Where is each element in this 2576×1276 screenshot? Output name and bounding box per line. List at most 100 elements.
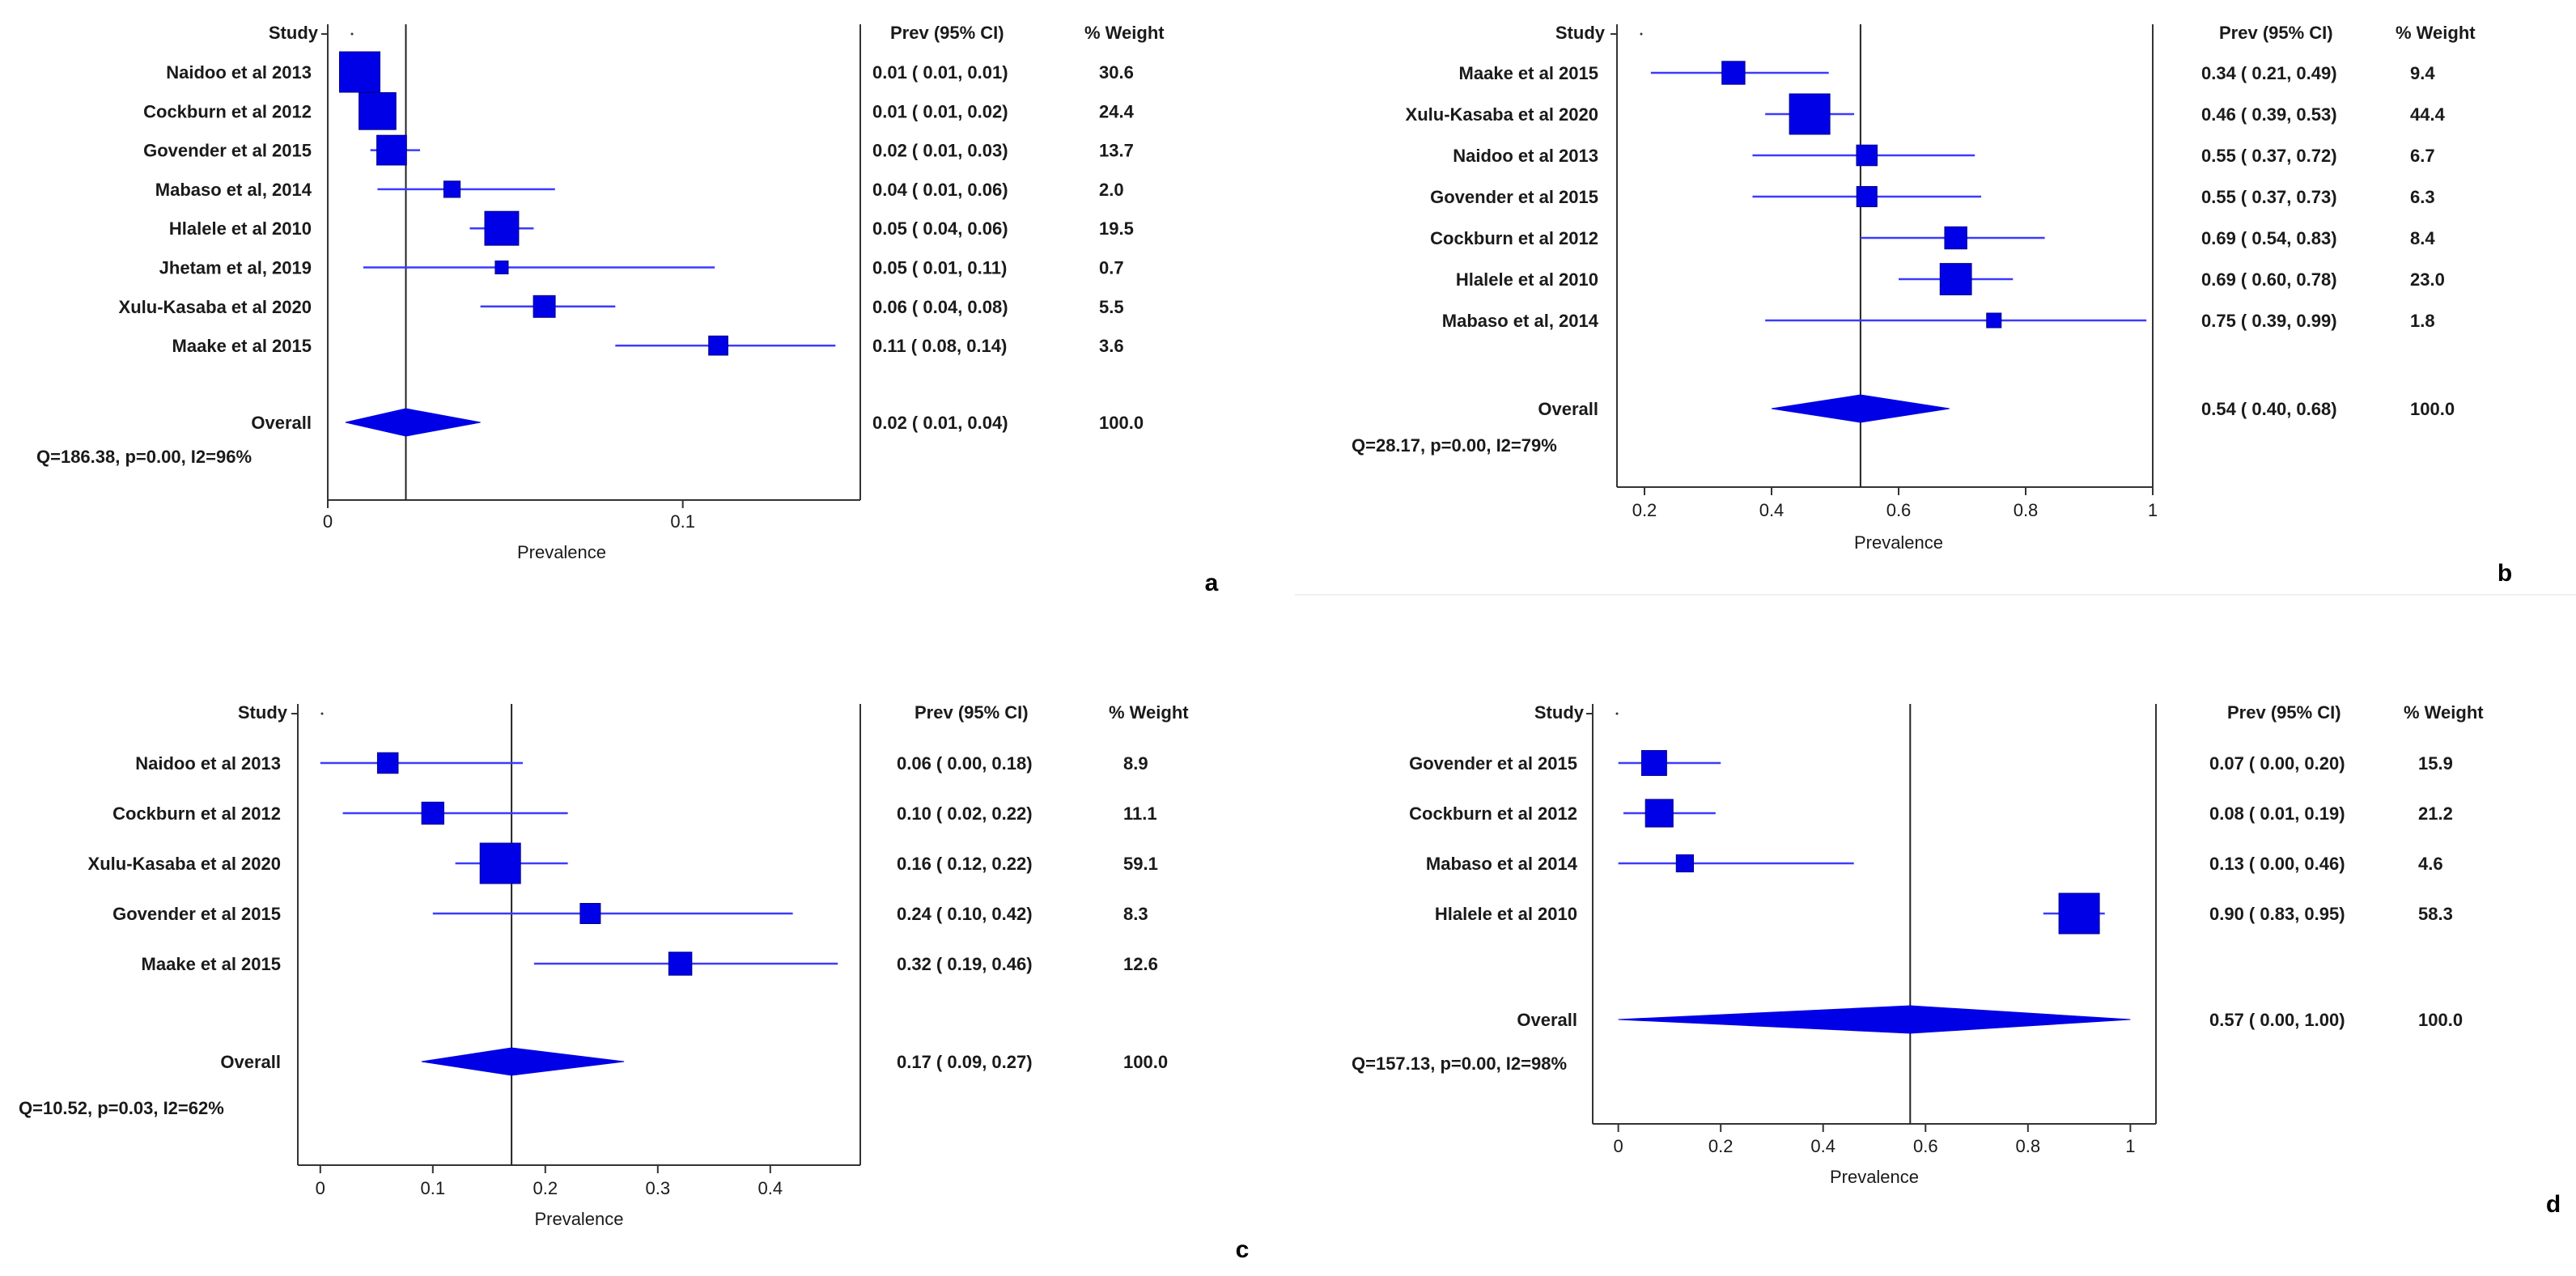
estimate-marker	[1640, 750, 1667, 776]
estimate-marker	[533, 295, 556, 318]
estimate-marker	[1675, 854, 1695, 873]
x-tick-label: 0	[316, 1178, 325, 1198]
study-row: Xulu-Kasaba et al 2020 0.16 ( 0.12, 0.22)…	[88, 842, 1158, 884]
study-row: Cockburn et al 2012 0.69 ( 0.54, 0.83) 8.4	[1430, 226, 2435, 250]
study-row: Hlalele et al 2010 0.69 ( 0.60, 0.78) 23.0	[1456, 263, 2445, 295]
prev-ci-text: 0.32 ( 0.19, 0.46)	[897, 954, 1033, 974]
x-axis-title: Prevalence	[534, 1209, 623, 1229]
prev-ci-text: 0.05 ( 0.01, 0.11)	[872, 258, 1007, 278]
study-name: Cockburn et al 2012	[1409, 803, 1577, 824]
estimate-marker	[376, 134, 407, 166]
study-name: Maake et al 2015	[1459, 63, 1598, 83]
weight-text: 8.9	[1123, 753, 1148, 774]
study-name: Mabaso et al 2014	[1426, 854, 1578, 874]
study-row: Naidoo et al 2013 0.55 ( 0.37, 0.72) 6.7	[1453, 144, 2435, 167]
weight-text: 12.6	[1123, 954, 1158, 974]
study-name: Govender et al 2015	[1409, 753, 1577, 774]
study-name: Govender et al 2015	[143, 141, 312, 161]
panel-letter-d: d	[2546, 1191, 2561, 1218]
study-row: Cockburn et al 2012 0.08 ( 0.01, 0.19) 21.…	[1409, 799, 2453, 828]
prev-ci-text: 0.69 ( 0.60, 0.78)	[2201, 269, 2337, 290]
header-dot	[350, 32, 354, 36]
prev-ci-text: 0.06 ( 0.04, 0.08)	[872, 297, 1008, 317]
study-row: Naidoo et al 2013 0.06 ( 0.00, 0.18) 8.9	[135, 752, 1148, 774]
prev-ci-text: 0.08 ( 0.01, 0.19)	[2209, 803, 2345, 824]
prev-ci-text: 0.46 ( 0.39, 0.53)	[2201, 104, 2337, 125]
x-axis-title: Prevalence	[1830, 1167, 1919, 1187]
overall-label: Overall	[251, 413, 312, 433]
study-name: Govender et al 2015	[112, 904, 281, 924]
prev-ci-text: 0.11 ( 0.08, 0.14)	[872, 336, 1007, 356]
prev-ci-text: 0.69 ( 0.54, 0.83)	[2201, 228, 2337, 248]
overall-diamond	[1618, 1005, 2131, 1034]
prev-ci-text: 0.10 ( 0.02, 0.22)	[897, 803, 1033, 824]
estimate-marker	[1856, 144, 1878, 167]
panel-letter-b: b	[2497, 560, 2512, 587]
heterogeneity-stats: Q=10.52, p=0.03, I2=62%	[19, 1098, 224, 1118]
header-prev-ci: Prev (95% CI)	[890, 23, 1004, 43]
prev-ci-text: 0.55 ( 0.37, 0.72)	[2201, 146, 2337, 166]
header-weight: % Weight	[2404, 702, 2484, 723]
overall-prev-ci-text: 0.54 ( 0.40, 0.68)	[2201, 399, 2337, 419]
header-weight: % Weight	[1109, 702, 1189, 723]
header-study: Study	[269, 23, 319, 43]
x-tick-label: 0.2	[1708, 1136, 1734, 1156]
weight-text: 11.1	[1123, 803, 1157, 824]
overall-diamond	[421, 1047, 625, 1076]
forest-plot-panel-a: Study Prev (95% CI) % Weight 0 0.1 Prevalence…	[36, 23, 1219, 596]
study-name: Naidoo et al 2013	[166, 62, 312, 83]
prev-ci-text: 0.01 ( 0.01, 0.01)	[872, 62, 1008, 83]
study-name: Xulu-Kasaba et al 2020	[119, 297, 312, 317]
study-row: Mabaso et al 2014 0.13 ( 0.00, 0.46) 4.6	[1426, 854, 2443, 874]
overall-label: Overall	[1517, 1010, 1577, 1030]
prev-ci-text: 0.24 ( 0.10, 0.42)	[897, 904, 1033, 924]
study-name: Cockburn et al 2012	[143, 101, 312, 121]
estimate-marker	[708, 335, 728, 356]
x-tick-label: 0	[323, 511, 333, 532]
weight-text: 19.5	[1099, 218, 1134, 239]
overall-prev-ci-text: 0.57 ( 0.00, 1.00)	[2209, 1010, 2345, 1030]
weight-text: 58.3	[2418, 904, 2453, 924]
estimate-marker	[1944, 226, 1967, 250]
prev-ci-text: 0.05 ( 0.04, 0.06)	[872, 218, 1008, 239]
weight-text: 23.0	[2410, 269, 2445, 290]
overall-prev-ci-text: 0.02 ( 0.01, 0.04)	[872, 413, 1008, 433]
estimate-marker	[1789, 93, 1831, 135]
weight-text: 24.4	[1099, 101, 1135, 121]
study-name: Xulu-Kasaba et al 2020	[1406, 104, 1598, 125]
prev-ci-text: 0.02 ( 0.01, 0.03)	[872, 141, 1008, 161]
study-row: Naidoo et al 2013 0.01 ( 0.01, 0.01) 30.6	[166, 51, 1134, 93]
estimate-marker	[338, 51, 380, 93]
estimate-marker	[1644, 799, 1674, 828]
header-dot	[320, 712, 324, 715]
x-tick-label: 1	[2125, 1136, 2135, 1156]
study-row: Maake et al 2015 0.34 ( 0.21, 0.49) 9.4	[1459, 61, 2435, 85]
panel-letter-a: a	[1205, 570, 1219, 596]
x-tick-label: 0.6	[1913, 1136, 1938, 1156]
weight-text: 59.1	[1123, 854, 1158, 874]
weight-text: 2.0	[1099, 180, 1124, 200]
estimate-marker	[443, 180, 461, 198]
prev-ci-text: 0.01 ( 0.01, 0.02)	[872, 101, 1008, 121]
weight-text: 3.6	[1099, 336, 1124, 356]
weight-text: 4.6	[2418, 854, 2443, 874]
header-prev-ci: Prev (95% CI)	[2227, 702, 2341, 723]
weight-text: 15.9	[2418, 753, 2453, 774]
x-tick-label: 0.3	[646, 1178, 671, 1198]
study-row: Govender et al 2015 0.24 ( 0.10, 0.42) 8.3	[112, 903, 1148, 924]
x-axis-title: Prevalence	[517, 542, 606, 562]
study-row: Mabaso et al, 2014 0.04 ( 0.01, 0.06) 2.0	[155, 180, 1124, 200]
study-row: Xulu-Kasaba et al 2020 0.06 ( 0.04, 0.08)…	[119, 295, 1124, 318]
panel-letter-c: c	[1236, 1236, 1250, 1263]
study-name: Maake et al 2015	[172, 336, 312, 356]
heterogeneity-stats: Q=186.38, p=0.00, I2=96%	[36, 447, 252, 467]
study-row: Hlalele et al 2010 0.90 ( 0.83, 0.95) 58.3	[1435, 892, 2453, 935]
x-tick-label: 0	[1614, 1136, 1623, 1156]
study-row: Jhetam et al, 2019 0.05 ( 0.01, 0.11) 0.7	[159, 258, 1124, 278]
study-name: Hlalele et al 2010	[169, 218, 312, 239]
estimate-marker	[2058, 892, 2100, 935]
header-prev-ci: Prev (95% CI)	[2219, 23, 2333, 43]
overall-weight-text: 100.0	[2410, 399, 2455, 419]
overall-weight-text: 100.0	[1099, 413, 1144, 433]
study-name: Naidoo et al 2013	[1453, 146, 1598, 166]
